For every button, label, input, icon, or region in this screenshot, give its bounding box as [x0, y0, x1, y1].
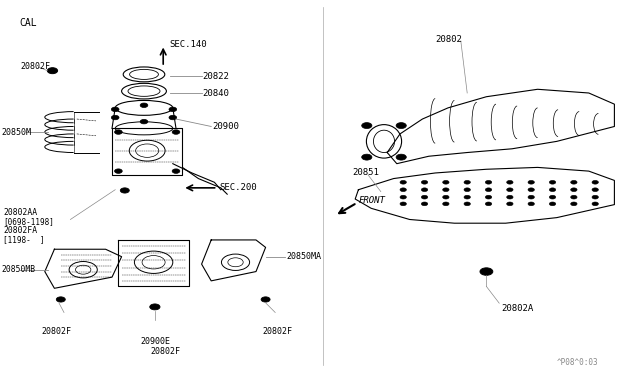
Circle shape — [362, 123, 372, 129]
Circle shape — [111, 115, 119, 120]
Circle shape — [362, 154, 372, 160]
Circle shape — [172, 130, 180, 134]
Text: 20822: 20822 — [202, 72, 229, 81]
Text: 20851: 20851 — [352, 169, 379, 177]
Circle shape — [549, 195, 556, 199]
Circle shape — [464, 202, 470, 206]
Circle shape — [400, 180, 406, 184]
Circle shape — [485, 180, 492, 184]
Circle shape — [47, 68, 58, 74]
Circle shape — [261, 297, 270, 302]
Circle shape — [571, 202, 577, 206]
Text: 20802F: 20802F — [262, 327, 292, 336]
Text: [0698-1198]: [0698-1198] — [3, 217, 54, 226]
Circle shape — [396, 123, 406, 129]
Circle shape — [443, 195, 449, 199]
Text: 20802AA: 20802AA — [3, 208, 37, 217]
Circle shape — [507, 202, 513, 206]
Text: ^P08^0:03: ^P08^0:03 — [557, 358, 598, 367]
Circle shape — [400, 195, 406, 199]
Circle shape — [571, 188, 577, 192]
Circle shape — [400, 202, 406, 206]
Circle shape — [464, 180, 470, 184]
Circle shape — [115, 130, 122, 134]
Circle shape — [421, 195, 428, 199]
Circle shape — [485, 202, 492, 206]
Circle shape — [485, 188, 492, 192]
Circle shape — [485, 195, 492, 199]
Circle shape — [169, 115, 177, 120]
Text: 20850MA: 20850MA — [286, 252, 321, 261]
Circle shape — [464, 195, 470, 199]
Circle shape — [421, 202, 428, 206]
Circle shape — [396, 154, 406, 160]
Text: 20802F: 20802F — [20, 62, 51, 71]
Circle shape — [400, 188, 406, 192]
Circle shape — [507, 180, 513, 184]
Circle shape — [140, 119, 148, 124]
Circle shape — [120, 188, 129, 193]
Text: 20900E: 20900E — [141, 337, 171, 346]
Text: 20802FA: 20802FA — [3, 226, 37, 235]
Circle shape — [421, 180, 428, 184]
Text: 20802F: 20802F — [150, 347, 180, 356]
Circle shape — [549, 202, 556, 206]
Circle shape — [507, 188, 513, 192]
Circle shape — [528, 195, 534, 199]
Circle shape — [111, 107, 119, 112]
Text: 20802: 20802 — [435, 35, 462, 44]
Circle shape — [528, 202, 534, 206]
Text: 20840: 20840 — [202, 89, 229, 97]
Text: 20802A: 20802A — [502, 304, 534, 313]
Text: FRONT: FRONT — [358, 196, 385, 205]
Circle shape — [507, 195, 513, 199]
Circle shape — [115, 169, 122, 173]
Circle shape — [528, 188, 534, 192]
Circle shape — [169, 107, 177, 112]
Circle shape — [140, 103, 148, 108]
Text: CAL: CAL — [19, 18, 37, 28]
Text: SEC.140: SEC.140 — [170, 40, 207, 49]
Text: [1198-  ]: [1198- ] — [3, 235, 45, 244]
Circle shape — [592, 195, 598, 199]
Circle shape — [592, 180, 598, 184]
Circle shape — [528, 180, 534, 184]
Circle shape — [464, 188, 470, 192]
Circle shape — [592, 202, 598, 206]
Circle shape — [172, 169, 180, 173]
Circle shape — [480, 268, 493, 275]
Circle shape — [592, 188, 598, 192]
Circle shape — [421, 188, 428, 192]
Circle shape — [549, 188, 556, 192]
Text: 20850M: 20850M — [2, 128, 32, 137]
Circle shape — [571, 195, 577, 199]
Circle shape — [443, 188, 449, 192]
Text: SEC.200: SEC.200 — [219, 183, 257, 192]
Circle shape — [571, 180, 577, 184]
Text: 20850MB: 20850MB — [2, 265, 36, 274]
Text: 20802F: 20802F — [42, 327, 72, 336]
Circle shape — [150, 304, 160, 310]
Text: 20900: 20900 — [212, 122, 239, 131]
Circle shape — [443, 180, 449, 184]
Circle shape — [56, 297, 65, 302]
Circle shape — [443, 202, 449, 206]
Circle shape — [549, 180, 556, 184]
